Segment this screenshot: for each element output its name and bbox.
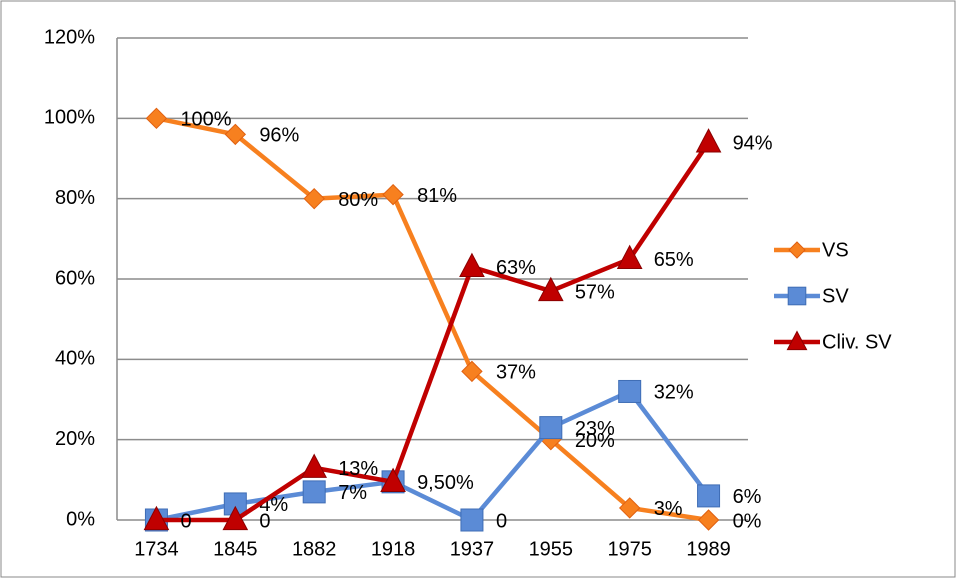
legend-label: SV xyxy=(822,285,849,307)
marker xyxy=(222,505,249,531)
data-label: 20% xyxy=(575,430,615,452)
data-label: 0 xyxy=(496,510,507,532)
x-tick-label: 1882 xyxy=(292,538,337,560)
x-tick-label: 1989 xyxy=(686,538,731,560)
y-tick-label: 40% xyxy=(55,348,95,370)
series-line xyxy=(156,141,711,523)
legend-marker xyxy=(786,330,808,351)
legend-label: VS xyxy=(822,239,849,261)
marker xyxy=(302,480,326,504)
marker xyxy=(618,379,642,403)
legend-marker xyxy=(787,286,807,306)
data-label: 37% xyxy=(496,362,536,384)
data-label: 65% xyxy=(654,249,694,271)
marker xyxy=(618,497,641,519)
x-tick-label: 1937 xyxy=(450,538,495,560)
data-label: 57% xyxy=(575,281,615,303)
marker xyxy=(697,509,720,531)
marker xyxy=(616,244,643,270)
x-tick-label: 1955 xyxy=(529,538,574,560)
data-label: 0 xyxy=(180,510,191,532)
data-label: 0 xyxy=(259,510,270,532)
data-label: 0% xyxy=(733,510,762,532)
y-tick-label: 20% xyxy=(55,428,95,450)
series-line xyxy=(155,116,709,523)
marker xyxy=(303,187,325,210)
legend-marker xyxy=(788,241,806,259)
marker xyxy=(460,508,484,532)
y-tick-label: 80% xyxy=(55,187,95,209)
marker xyxy=(695,128,722,153)
data-label: 63% xyxy=(496,257,536,279)
y-tick-label: 100% xyxy=(44,107,95,129)
data-label: 80% xyxy=(338,189,378,211)
data-label: 23% xyxy=(575,418,615,440)
y-tick-label: 120% xyxy=(44,26,95,48)
marker xyxy=(697,484,721,508)
marker xyxy=(301,453,328,478)
marker xyxy=(382,183,404,206)
data-label: 6% xyxy=(733,486,762,508)
marker xyxy=(459,252,485,278)
data-label: 7% xyxy=(338,482,367,504)
marker xyxy=(537,276,564,302)
y-tick-label: 60% xyxy=(55,267,95,289)
data-label: 9,50% xyxy=(417,472,474,494)
data-label: 94% xyxy=(733,133,773,155)
x-tick-label: 1975 xyxy=(607,538,652,560)
series-line xyxy=(155,389,711,523)
data-label: 81% xyxy=(417,185,457,207)
marker xyxy=(461,360,483,383)
x-tick-label: 1918 xyxy=(371,538,416,560)
data-label: 100% xyxy=(180,109,231,131)
legend-label: Cliv. SV xyxy=(822,331,892,353)
marker xyxy=(539,416,563,440)
data-label: 3% xyxy=(654,498,683,520)
marker xyxy=(143,505,170,531)
marker xyxy=(145,107,168,130)
data-label: 13% xyxy=(338,458,378,480)
y-tick-label: 0% xyxy=(66,508,95,530)
data-label: 96% xyxy=(259,125,299,147)
marker xyxy=(380,467,406,492)
x-tick-label: 1734 xyxy=(134,538,179,560)
data-label: 32% xyxy=(654,382,694,404)
marker xyxy=(224,123,247,146)
x-tick-label: 1845 xyxy=(213,538,258,560)
